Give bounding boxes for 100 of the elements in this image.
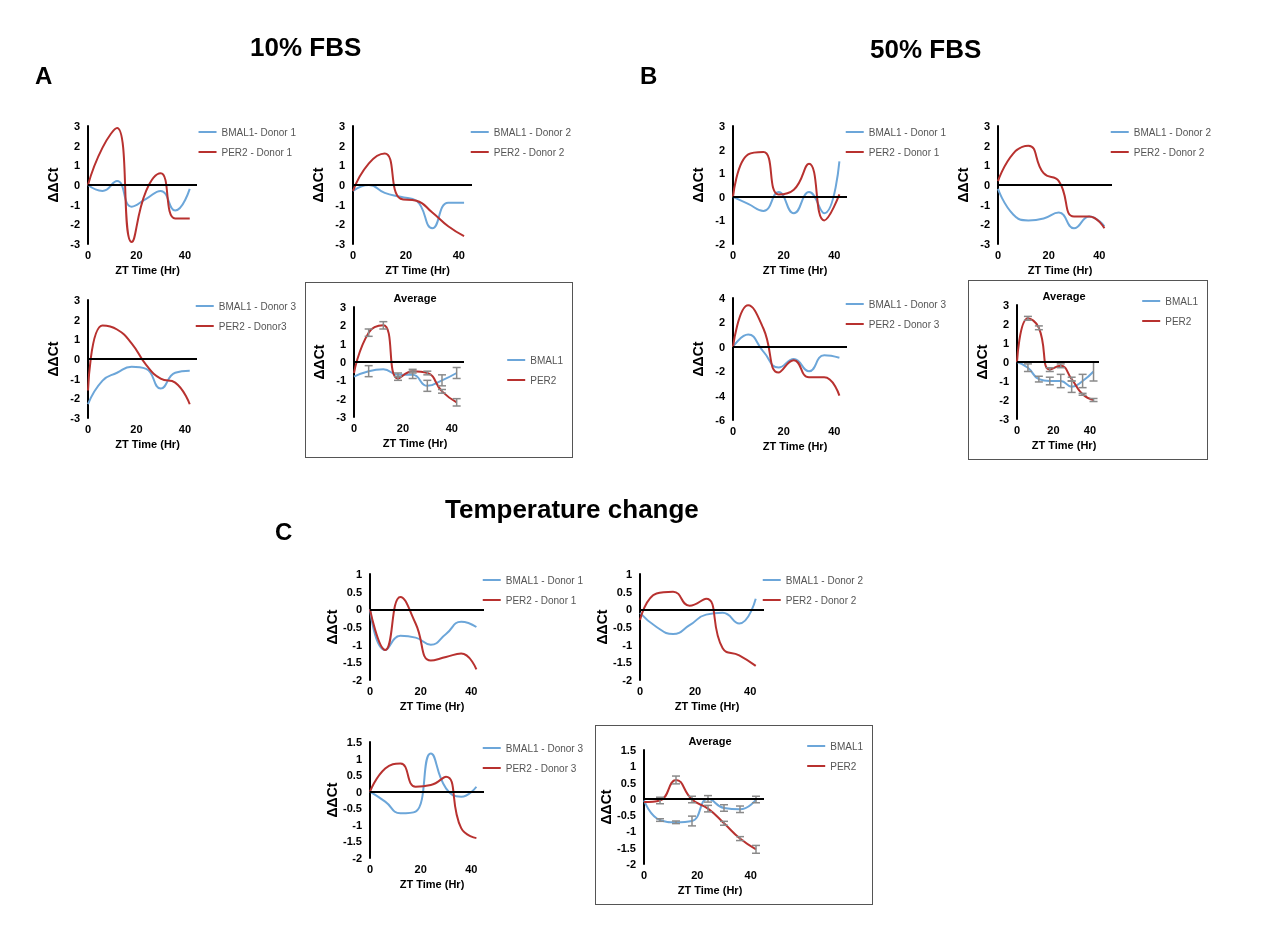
y-tick-label: 0: [983, 179, 990, 191]
y-tick-label: 0: [718, 340, 725, 353]
legend-label: PER2 - Donor 2: [493, 146, 565, 158]
line-series: [997, 144, 1106, 230]
x-tick-label: 40: [178, 248, 192, 261]
y-tick-label: 3: [73, 294, 80, 306]
y-tick-label: -2: [335, 218, 345, 231]
x-tick-label: 40: [465, 862, 478, 875]
y-tick-label: 1: [625, 568, 632, 580]
x-tick-label: 0: [84, 422, 92, 435]
text: 50% FBS: [870, 34, 982, 65]
text: A: [35, 62, 53, 90]
y-axis-title: ΔΔCt: [974, 344, 990, 380]
y-tick-label: -1: [715, 214, 725, 227]
y-tick-label: -1.5: [343, 835, 362, 848]
legend-label: PER2 - Donor 2: [1133, 146, 1205, 158]
y-tick-label: 0: [629, 792, 636, 805]
y-tick-label: 0: [718, 190, 725, 203]
y-tick-label: -2: [336, 392, 346, 405]
y-tick-label: 3: [73, 120, 80, 132]
text: 10% FBS: [250, 32, 362, 63]
y-tick-label: -3: [999, 413, 1009, 425]
line-series: [1016, 317, 1095, 401]
y-tick-label: -1: [70, 198, 80, 211]
y-axis-title: ΔΔCt: [311, 344, 327, 380]
line-series: [353, 324, 458, 404]
x-axis-title: ZT Time (Hr): [399, 699, 465, 712]
y-tick-label: -2: [715, 238, 725, 250]
legend-label: BMAL1 - Donor 2: [785, 574, 864, 586]
x-tick-label: 20: [1042, 248, 1055, 261]
y-tick-label: -1.5: [617, 841, 636, 854]
x-tick-label: 40: [445, 421, 458, 434]
x-tick-label: 20: [777, 248, 790, 261]
x-tick-label: 40: [1093, 248, 1106, 261]
y-tick-label: 2: [983, 139, 990, 152]
x-tick-label: 40: [828, 248, 841, 261]
x-tick-label: 20: [399, 248, 413, 261]
x-tick-label: 0: [729, 248, 737, 261]
x-tick-label: 20: [691, 868, 704, 881]
x-tick-label: 20: [396, 421, 410, 434]
y-tick-label: 3: [718, 120, 725, 132]
y-tick-label: 2: [718, 143, 725, 156]
legend-label: BMAL1 - Donor 3: [505, 742, 584, 754]
x-tick-label: 40: [1083, 423, 1097, 436]
y-tick-label: -3: [336, 411, 346, 423]
y-tick-label: -1.5: [343, 656, 362, 669]
y-tick-label: 2: [339, 319, 346, 332]
legend-label: PER2: [530, 374, 557, 386]
y-tick-label: 1: [339, 337, 346, 350]
y-axis-title: ΔΔCt: [598, 789, 615, 825]
legend-label: BMAL1: [830, 740, 864, 752]
x-tick-label: 40: [828, 424, 841, 437]
y-tick-label: 3: [1002, 299, 1009, 311]
x-tick-label: 20: [688, 684, 702, 697]
line-series: [87, 180, 191, 212]
y-tick-label: 3: [338, 120, 345, 132]
x-tick-label: 0: [640, 868, 648, 881]
y-tick-label: -2: [70, 218, 80, 231]
y-tick-label: 1: [355, 752, 362, 765]
y-tick-label: -1: [335, 198, 345, 211]
legend-label: PER2 - Donor 3: [868, 318, 940, 330]
legend-label: PER2 - Donor 1: [505, 594, 577, 606]
y-tick-label: 0: [355, 603, 362, 616]
y-tick-label: -6: [715, 414, 725, 426]
legend-label: PER2 - Donor 1: [868, 146, 940, 158]
y-axis-title: ΔΔCt: [690, 341, 706, 377]
y-tick-label: 0: [73, 179, 80, 191]
y-tick-label: 2: [73, 139, 80, 152]
y-tick-label: 2: [718, 316, 725, 329]
line-series: [369, 752, 478, 815]
line-series: [643, 797, 757, 824]
x-axis-title: ZT Time (Hr): [385, 263, 451, 276]
y-tick-label: 1: [1002, 337, 1009, 349]
x-axis-title: ZT Time (Hr): [674, 699, 740, 712]
y-tick-label: -3: [70, 412, 80, 424]
y-tick-label: 0: [338, 179, 345, 191]
x-tick-label: 20: [130, 248, 143, 261]
y-tick-label: 4: [718, 292, 726, 304]
y-tick-label: -0.5: [617, 809, 636, 822]
line-series: [87, 324, 191, 406]
y-tick-label: -2: [715, 365, 725, 378]
y-tick-label: -0.5: [343, 802, 362, 815]
y-tick-label: -1: [980, 198, 990, 211]
legend-label: BMAL1 - Donor 1: [868, 126, 947, 138]
legend-label: BMAL1- Donor 1: [221, 126, 297, 138]
y-tick-label: -1: [70, 372, 80, 385]
text: Temperature change: [445, 494, 699, 525]
chart-title: Average: [1042, 289, 1086, 302]
line-series: [732, 333, 841, 373]
y-tick-label: 2: [1002, 318, 1009, 330]
y-tick-label: -2: [70, 392, 80, 405]
y-tick-label: 1: [338, 159, 345, 172]
x-tick-label: 0: [729, 424, 737, 437]
x-axis-title: ZT Time (Hr): [762, 439, 828, 452]
x-tick-label: 20: [1047, 423, 1060, 436]
line-series: [1016, 361, 1095, 388]
line-series: [369, 762, 478, 840]
line-series: [639, 590, 757, 667]
y-tick-label: 1: [718, 167, 725, 180]
line-series: [353, 368, 458, 387]
